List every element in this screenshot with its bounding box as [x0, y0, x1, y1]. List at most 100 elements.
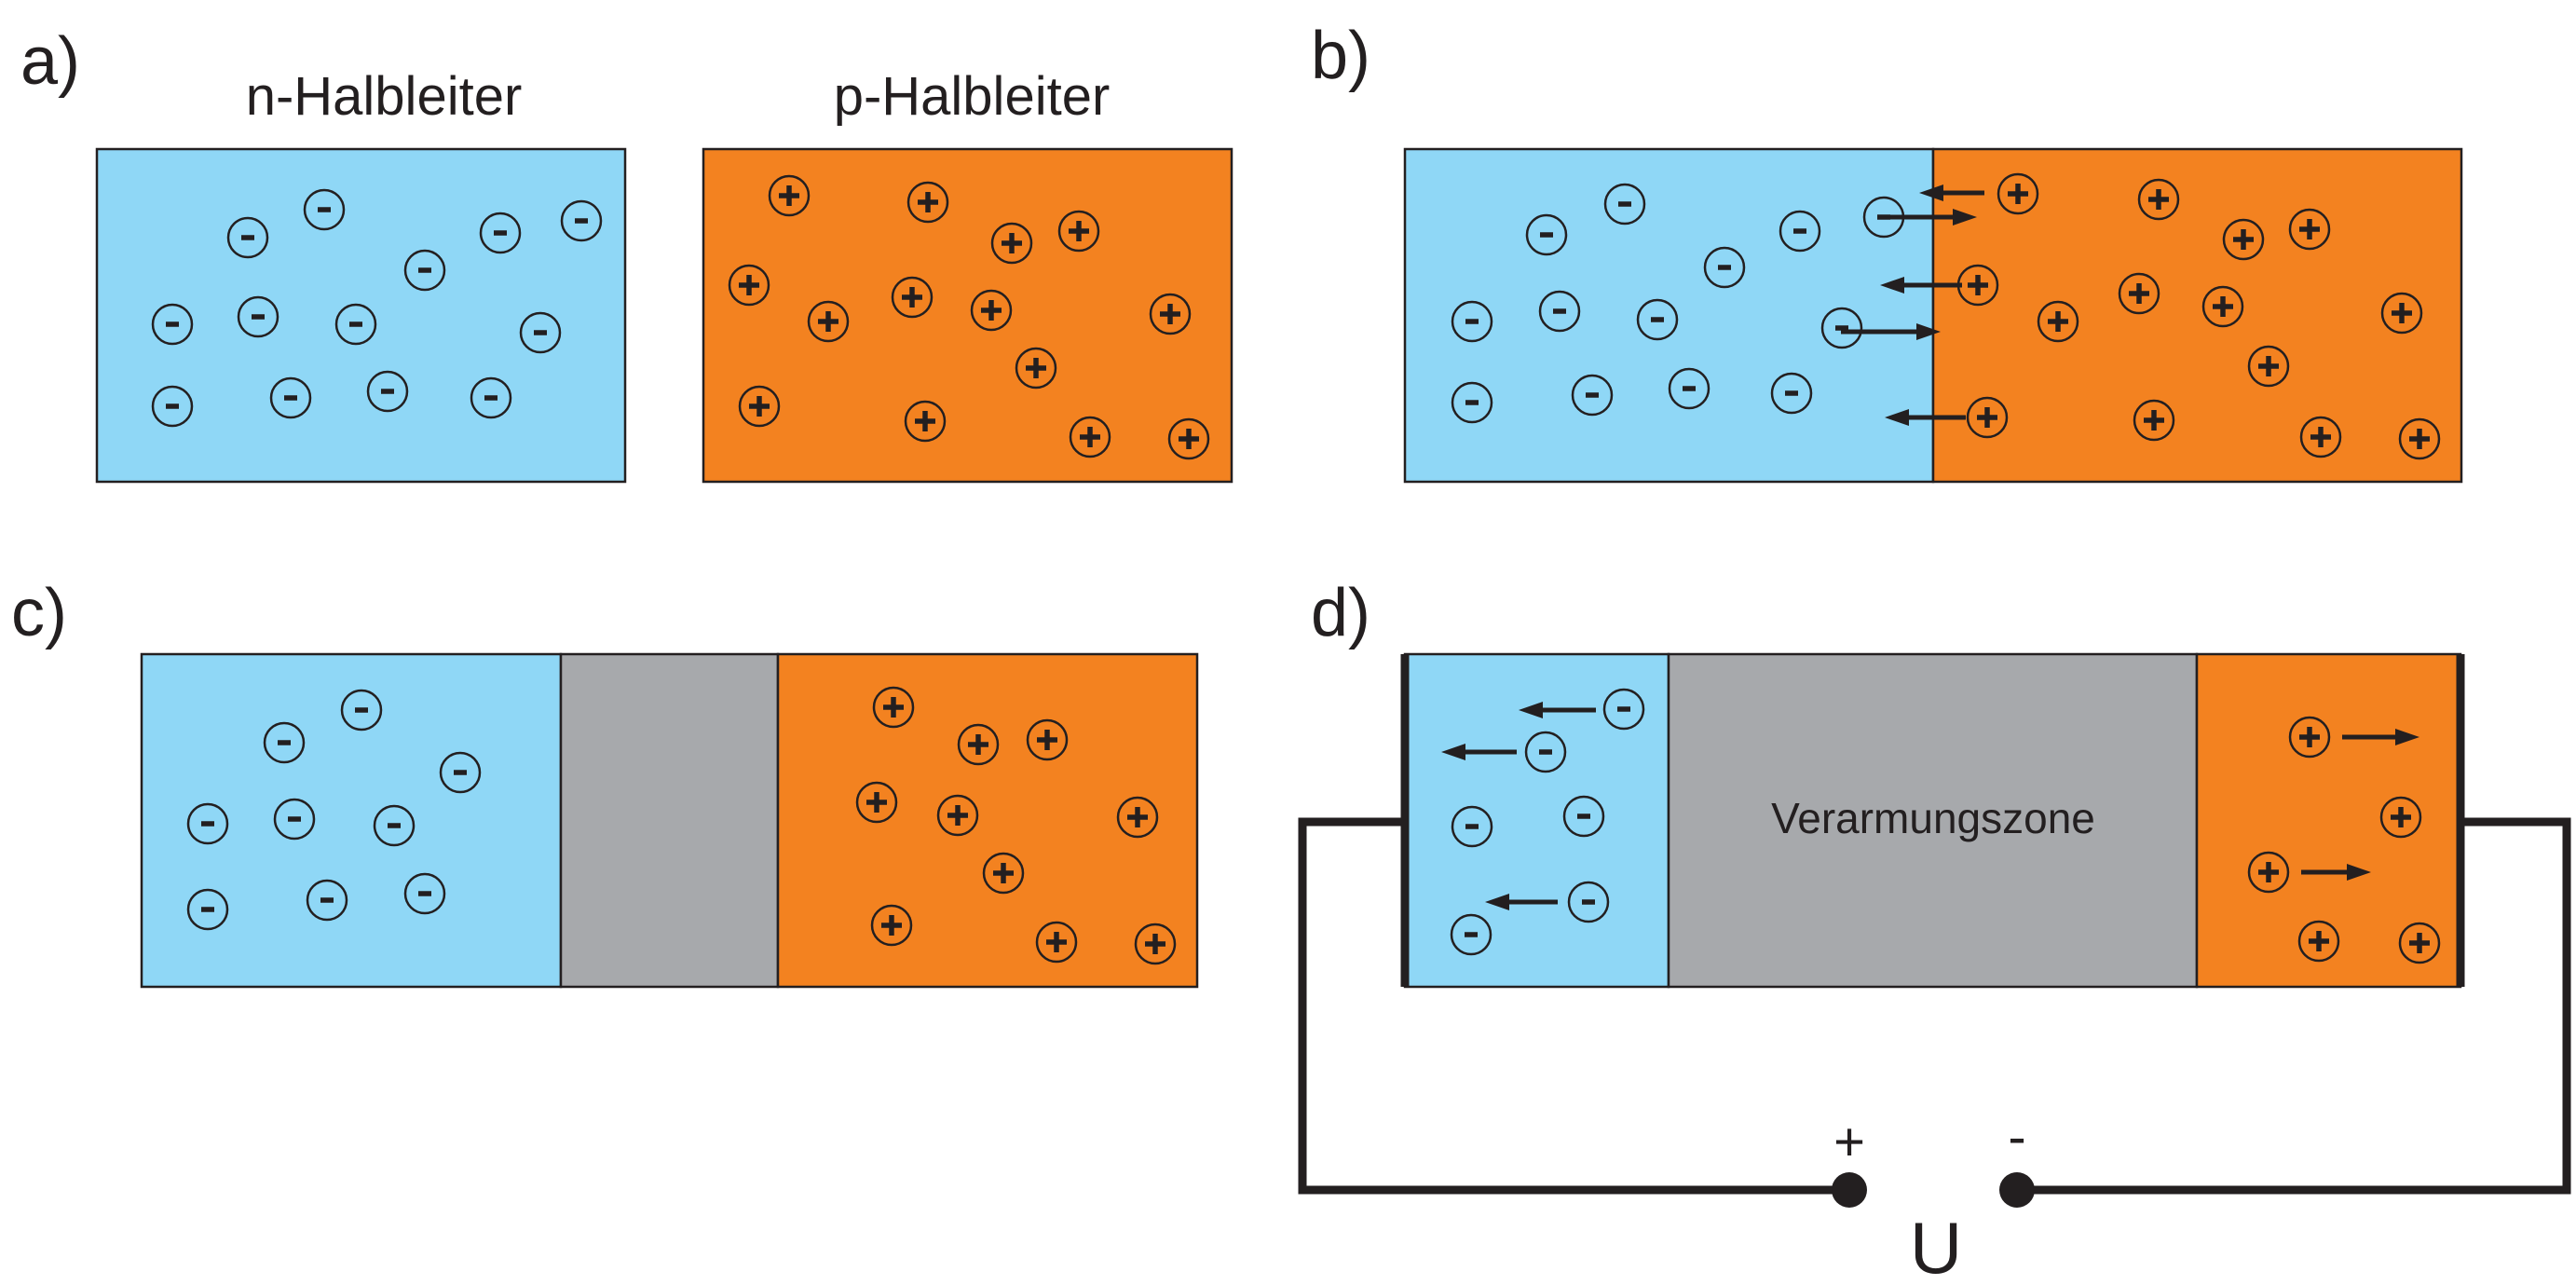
electron-icon	[340, 689, 383, 731]
n-region	[95, 147, 627, 484]
arrows-d	[1441, 702, 2419, 910]
electron-icon	[1567, 881, 1610, 923]
hole-icon	[2288, 208, 2331, 251]
electron-icon	[560, 199, 603, 242]
p-region	[776, 652, 1199, 989]
electron-icon	[263, 721, 306, 764]
carriers-c	[186, 686, 1177, 965]
electron-icon	[1450, 913, 1492, 956]
arrow-icon	[1485, 894, 1558, 910]
hole-icon	[1116, 796, 1159, 839]
carriers-d	[1450, 688, 2441, 964]
hole-icon	[2398, 417, 2441, 460]
hole-icon	[872, 686, 915, 729]
panel-a: a) n-Halbleiter p-Halbleiter	[20, 24, 1233, 484]
electron-icon	[1451, 381, 1493, 424]
electron-icon	[479, 212, 522, 254]
electron-icon	[334, 303, 377, 346]
electron-icon	[1770, 372, 1813, 415]
hole-icon	[2299, 416, 2342, 458]
arrow-icon	[2301, 864, 2371, 881]
hole-icon	[768, 174, 811, 217]
hole-icon	[1026, 718, 1069, 761]
hole-icon	[1134, 923, 1177, 965]
panel-a-label: a)	[20, 24, 80, 99]
panel-d: d) Verarmungszone + - U	[1298, 576, 2571, 1285]
electron-icon	[403, 249, 446, 292]
terminal-plus-label: +	[1833, 1112, 1865, 1172]
hole-icon	[1057, 210, 1100, 253]
p-region	[1931, 147, 2463, 484]
hole-icon	[2288, 716, 2331, 759]
electron-icon	[403, 872, 446, 915]
hole-icon	[807, 300, 850, 343]
hole-icon	[990, 222, 1033, 265]
hole-icon	[904, 400, 947, 443]
hole-icon	[2379, 796, 2422, 839]
electron-icon	[1703, 246, 1746, 289]
carriers-b	[1451, 172, 2441, 460]
electron-icon	[186, 802, 229, 845]
depletion-zone	[559, 652, 780, 989]
electron-icon	[470, 376, 512, 419]
hole-icon	[1069, 416, 1111, 458]
carriers-a	[151, 174, 1210, 460]
wire-left	[1298, 817, 1849, 1195]
arrow-icon	[2342, 729, 2419, 745]
arrow-icon	[1919, 185, 1984, 201]
hole-icon	[2247, 345, 2290, 388]
hole-icon	[728, 264, 770, 307]
electron-icon	[519, 311, 562, 354]
electron-icon	[373, 804, 416, 847]
hole-icon	[957, 723, 1000, 766]
electron-icon	[1451, 300, 1493, 343]
hole-icon	[2247, 851, 2290, 894]
electron-icon	[306, 879, 348, 922]
hole-icon	[2137, 178, 2180, 221]
hole-icon	[2118, 272, 2160, 315]
electron-icon	[186, 888, 229, 931]
depletion-zone	[1667, 652, 2199, 989]
arrow-icon	[1519, 702, 1596, 718]
arrow-icon	[1880, 277, 1962, 294]
hole-icon	[1167, 417, 1210, 460]
electron-icon	[1562, 795, 1605, 838]
arrows-b	[1841, 185, 1984, 426]
p-region	[702, 147, 1233, 484]
electron-icon	[1820, 307, 1863, 349]
electron-icon	[1603, 183, 1646, 226]
wire-right	[2017, 817, 2571, 1195]
hole-icon	[1149, 293, 1192, 335]
hole-icon	[1015, 347, 1057, 390]
hole-icon	[906, 181, 949, 224]
hole-icon	[2297, 920, 2340, 963]
electron-icon	[1636, 298, 1679, 341]
electron-icon	[1668, 367, 1711, 410]
hole-icon	[2201, 285, 2244, 328]
hole-icon	[2398, 922, 2441, 964]
electron-icon	[1525, 213, 1568, 256]
panel-c-label: c)	[11, 576, 67, 650]
hole-icon	[2380, 292, 2423, 335]
electron-icon	[151, 385, 194, 428]
electron-icon	[1571, 374, 1614, 417]
n-region	[1403, 147, 1935, 484]
electron-icon	[439, 751, 482, 794]
electron-icon	[366, 370, 409, 413]
panel-c: c)	[11, 576, 1199, 989]
electron-icon	[151, 303, 194, 346]
hole-icon	[870, 904, 913, 947]
n-region	[140, 652, 563, 989]
terminal-plus	[1832, 1172, 1867, 1208]
electron-icon	[1602, 688, 1645, 731]
hole-icon	[1035, 921, 1078, 964]
hole-icon	[1997, 172, 2039, 215]
electron-icon	[1451, 805, 1493, 848]
arrow-icon	[1885, 209, 1977, 226]
arrow-icon	[1841, 323, 1941, 340]
hole-icon	[2133, 399, 2175, 442]
p-semiconductor-title: p-Halbleiter	[834, 66, 1111, 127]
depletion-zone-label: Verarmungszone	[1771, 794, 2095, 842]
hole-icon	[936, 794, 979, 837]
